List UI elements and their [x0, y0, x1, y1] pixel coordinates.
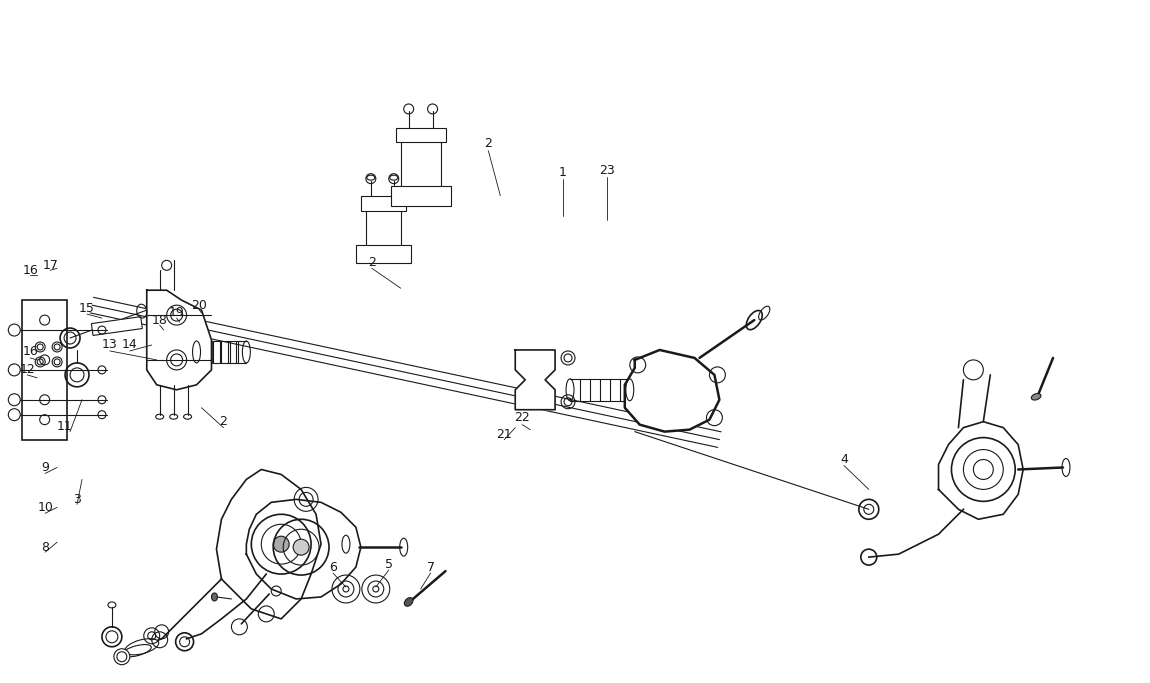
Text: 5: 5 — [385, 557, 393, 570]
Text: 4: 4 — [840, 453, 848, 466]
Circle shape — [8, 364, 21, 376]
Text: 1: 1 — [559, 166, 567, 179]
Text: 20: 20 — [192, 298, 207, 311]
Text: 8: 8 — [41, 541, 49, 554]
Text: 11: 11 — [56, 420, 72, 433]
Text: 18: 18 — [152, 313, 168, 326]
Ellipse shape — [405, 598, 413, 607]
Bar — [22, 300, 67, 440]
Text: 2: 2 — [220, 415, 228, 428]
Bar — [355, 245, 411, 264]
Ellipse shape — [1032, 393, 1041, 400]
Text: 12: 12 — [20, 363, 36, 376]
Circle shape — [8, 324, 21, 336]
Bar — [91, 317, 143, 335]
Text: 19: 19 — [169, 305, 184, 319]
Polygon shape — [938, 421, 1024, 519]
Text: 2: 2 — [368, 256, 376, 269]
Text: 23: 23 — [599, 164, 615, 177]
Ellipse shape — [212, 593, 217, 601]
Circle shape — [8, 408, 21, 421]
Ellipse shape — [125, 639, 159, 655]
Text: 9: 9 — [41, 461, 49, 474]
Text: 17: 17 — [43, 259, 59, 272]
Text: 10: 10 — [37, 501, 53, 514]
Text: 16: 16 — [22, 346, 38, 359]
Text: 6: 6 — [329, 561, 337, 574]
Text: 22: 22 — [514, 411, 530, 424]
Circle shape — [293, 539, 309, 555]
Text: 2: 2 — [484, 137, 492, 150]
Circle shape — [114, 649, 130, 665]
Text: 14: 14 — [122, 339, 138, 352]
Polygon shape — [147, 290, 212, 390]
Polygon shape — [515, 350, 555, 410]
Circle shape — [8, 394, 21, 406]
Bar — [391, 186, 451, 206]
Circle shape — [274, 536, 289, 552]
Polygon shape — [624, 350, 720, 432]
Text: 13: 13 — [102, 339, 117, 352]
Bar — [361, 195, 406, 210]
Text: 21: 21 — [497, 428, 512, 441]
Text: 16: 16 — [22, 264, 38, 277]
Text: 15: 15 — [79, 302, 95, 315]
Text: 3: 3 — [74, 493, 81, 506]
Bar — [396, 128, 445, 142]
Polygon shape — [246, 499, 361, 599]
Text: 7: 7 — [427, 561, 435, 574]
